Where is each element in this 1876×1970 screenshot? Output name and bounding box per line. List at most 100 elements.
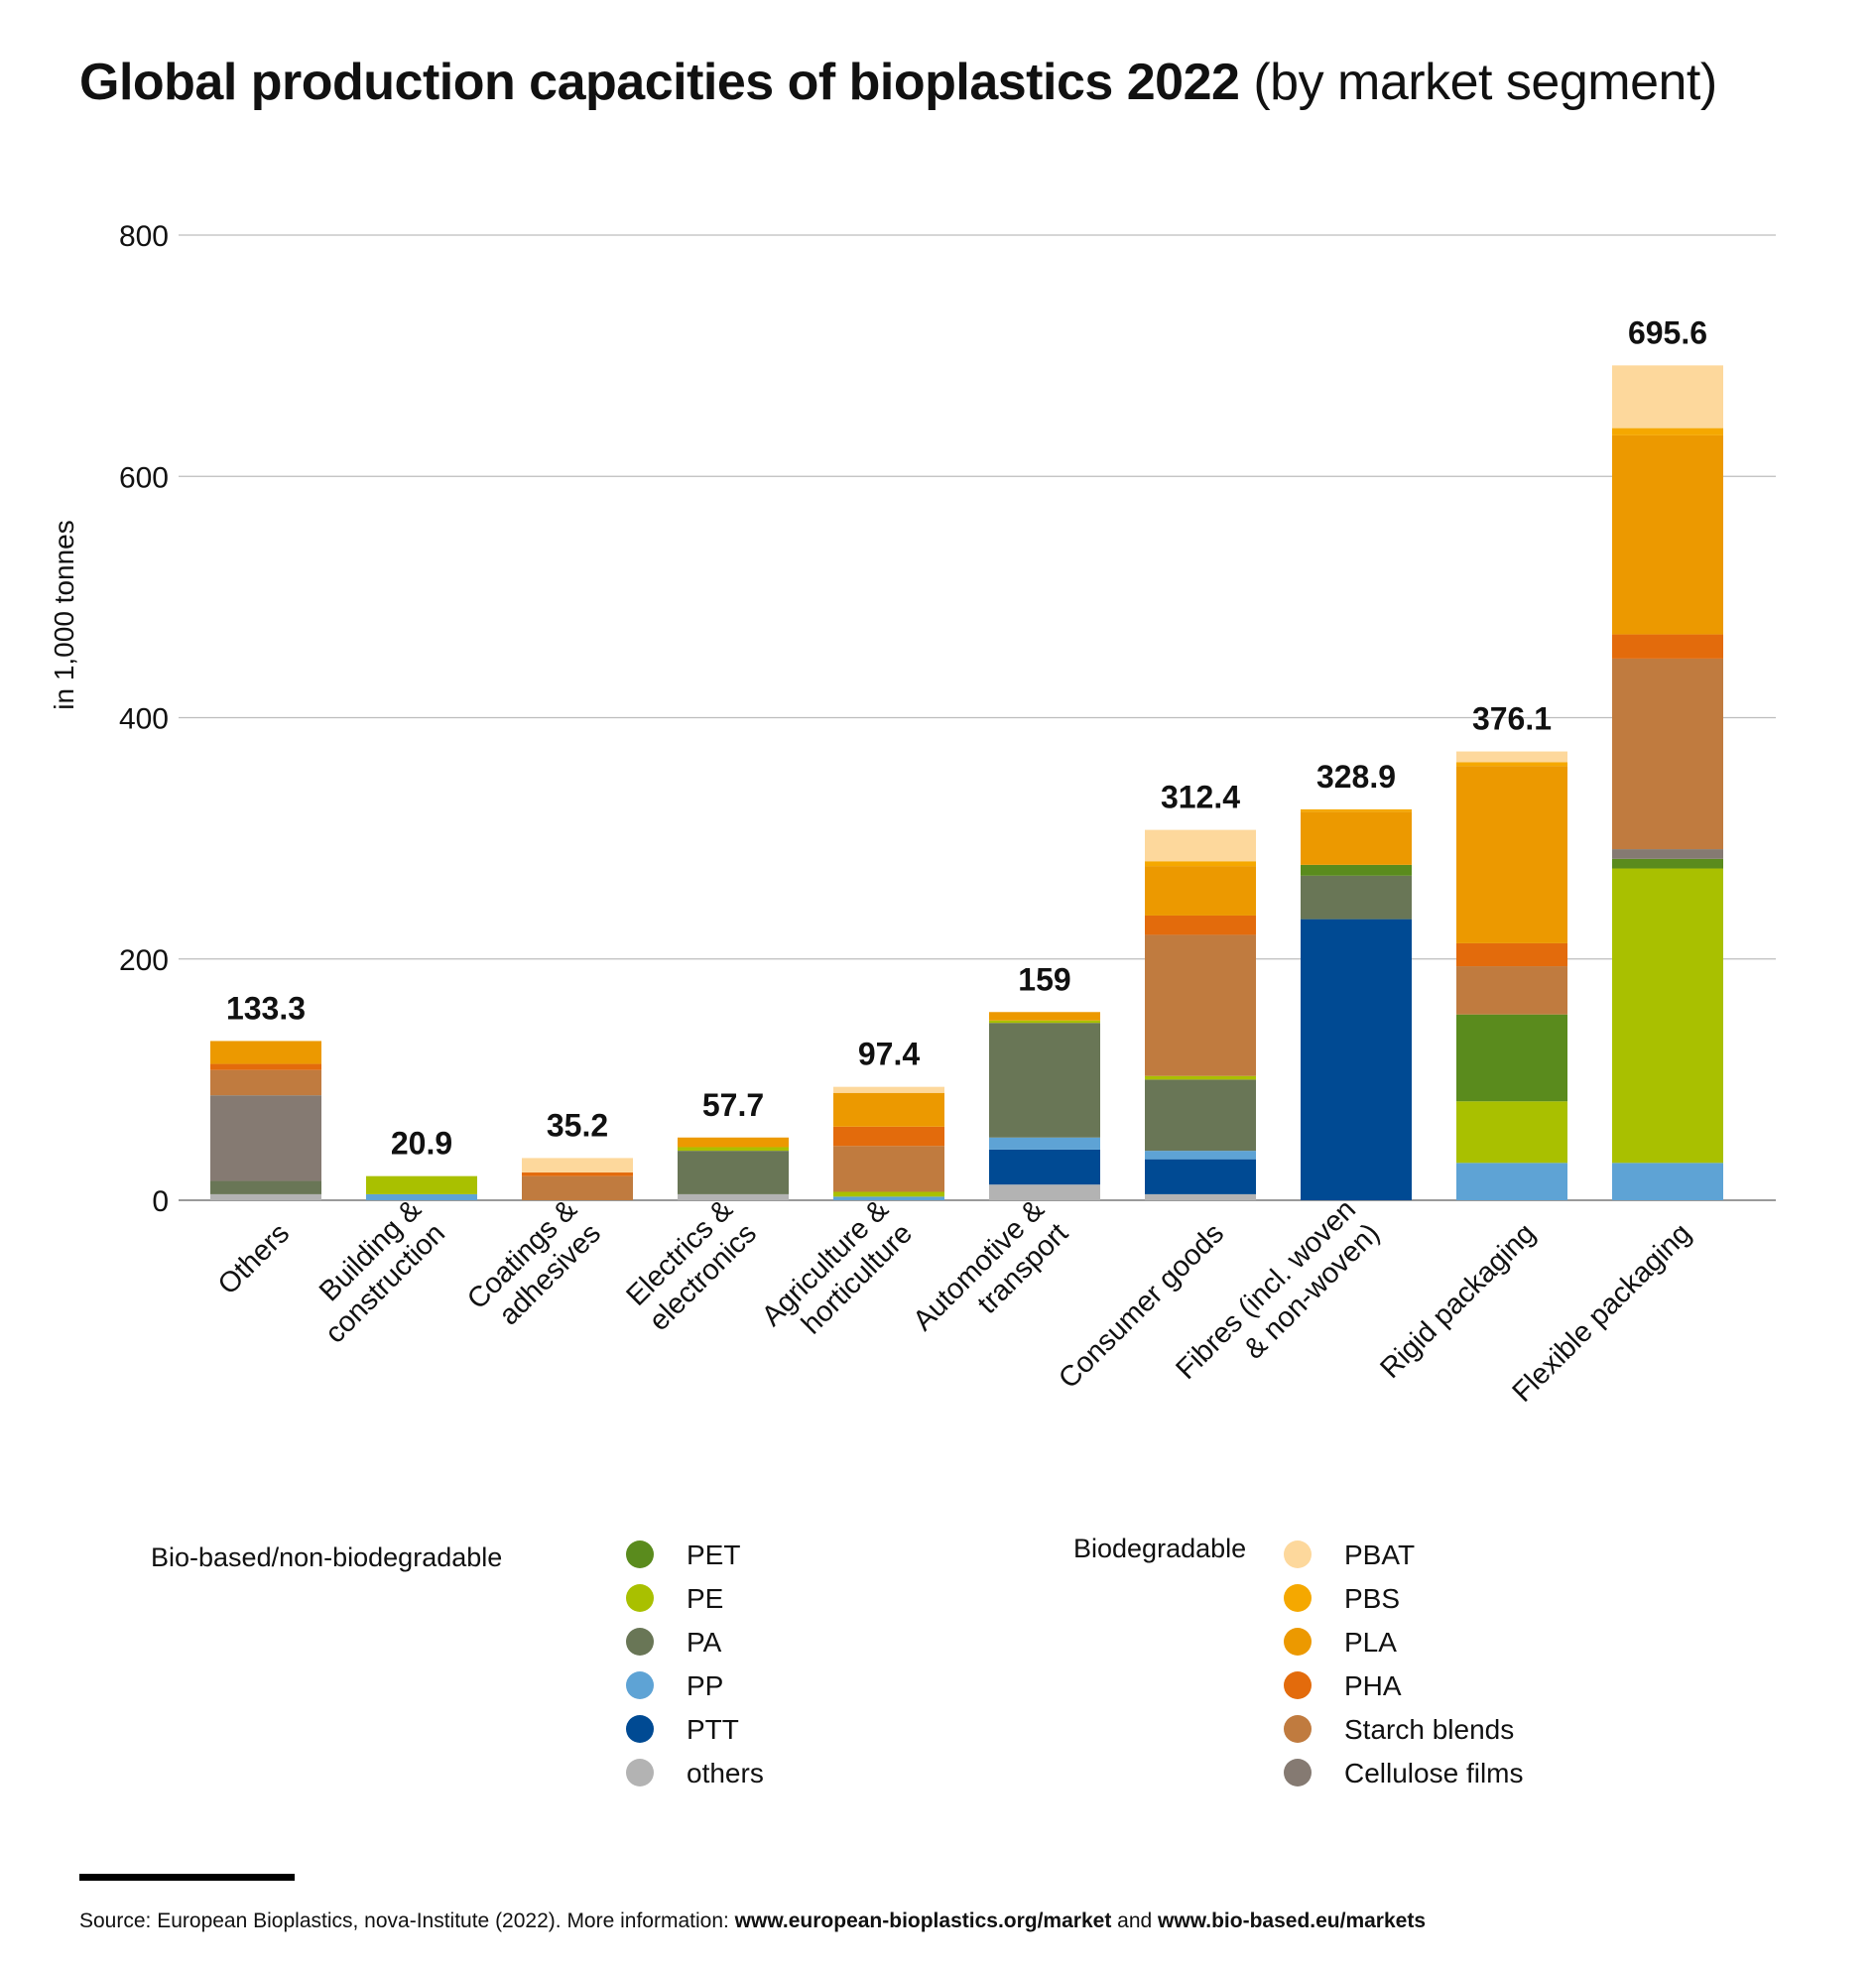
x-tick-label-line: Others bbox=[212, 1217, 296, 1300]
bar-segment-ptt bbox=[1301, 919, 1412, 1200]
bar-segment-pbs bbox=[1456, 762, 1567, 767]
bar-segment-starch-blends bbox=[833, 1146, 944, 1192]
bar-total-label: 35.2 bbox=[547, 1107, 608, 1143]
bar-segment-pha bbox=[1456, 942, 1567, 967]
legend-label-starch-blends: Starch blends bbox=[1344, 1714, 1514, 1745]
bar-segment-pa bbox=[210, 1180, 321, 1194]
x-tick-label: Building &construction bbox=[296, 1193, 451, 1349]
bar-segment-pha bbox=[833, 1126, 944, 1147]
y-tick-label: 400 bbox=[119, 703, 169, 736]
source-prefix: Source: European Bioplastics, nova-Insti… bbox=[79, 1909, 735, 1932]
legend-label-ptt: PTT bbox=[687, 1714, 739, 1745]
legend-label-pe: PE bbox=[687, 1583, 723, 1614]
bar-segment-ptt bbox=[1145, 1159, 1256, 1194]
bar-segment-pa bbox=[1301, 875, 1412, 920]
bar-segment-others bbox=[678, 1193, 789, 1200]
bar-segment-starch-blends bbox=[1145, 934, 1256, 1076]
bar-segment-others bbox=[210, 1193, 321, 1200]
bar-segment-pe bbox=[989, 1020, 1100, 1024]
x-tick-label: Agriculture &horticulture bbox=[756, 1193, 919, 1356]
x-tick-label-line: Rigid packaging bbox=[1374, 1217, 1542, 1385]
legend-label-others: others bbox=[687, 1758, 764, 1788]
legend-label-pha: PHA bbox=[1344, 1670, 1402, 1701]
bar-total-label: 159 bbox=[1018, 961, 1070, 997]
legend-group-label: Biodegradable bbox=[1073, 1534, 1246, 1563]
y-tick-label: 0 bbox=[152, 1185, 169, 1218]
bar-segment-cellulose-films bbox=[210, 1095, 321, 1181]
legend-swatch-pla bbox=[1284, 1628, 1312, 1656]
x-tick-label: Coatings &adhesives bbox=[461, 1193, 607, 1339]
bar-segment-pe bbox=[1456, 1101, 1567, 1164]
bar-total-label: 695.6 bbox=[1628, 314, 1707, 350]
y-tick-label: 600 bbox=[119, 461, 169, 494]
bar-segment-pp bbox=[1456, 1163, 1567, 1200]
bar-segment-pha bbox=[522, 1172, 633, 1176]
legend-swatch-pp bbox=[626, 1671, 654, 1699]
source-link-european-bioplastics[interactable]: www.european-bioplastics.org/market bbox=[734, 1909, 1112, 1932]
bar-segment-pbat bbox=[1456, 751, 1567, 763]
source-middle: and bbox=[1111, 1909, 1159, 1932]
bar-segment-pbat bbox=[522, 1158, 633, 1173]
source-note: Source: European Bioplastics, nova-Insti… bbox=[79, 1909, 1426, 1933]
legend-label-pet: PET bbox=[687, 1539, 740, 1570]
legend-swatch-cellulose-films bbox=[1284, 1759, 1312, 1786]
source-link-bio-based[interactable]: www.bio-based.eu/markets bbox=[1158, 1909, 1426, 1932]
bar-segment-pbs bbox=[1301, 808, 1412, 812]
legend-label-pla: PLA bbox=[1344, 1627, 1397, 1658]
bar-segment-pbat bbox=[1145, 829, 1256, 862]
bar-segment-pla bbox=[1145, 866, 1256, 916]
bar-segment-pe bbox=[833, 1191, 944, 1197]
x-tick-label: Automotive &transport bbox=[907, 1193, 1074, 1361]
y-axis-label: in 1,000 tonnes bbox=[49, 520, 79, 710]
x-tick-label: Rigid packaging bbox=[1374, 1217, 1542, 1385]
bar-segment-pet bbox=[1456, 1014, 1567, 1102]
bar-segment-pla bbox=[678, 1137, 789, 1148]
bar-total-label: 133.3 bbox=[226, 990, 306, 1026]
bar-segment-starch-blends bbox=[522, 1175, 633, 1200]
bar-segment-pa bbox=[678, 1151, 789, 1194]
bar-segment-pbat bbox=[1612, 365, 1723, 429]
bar-total-label: 20.9 bbox=[391, 1126, 452, 1162]
legend-swatch-pet bbox=[626, 1540, 654, 1568]
bar-segment-others bbox=[1145, 1193, 1256, 1200]
bar-total-label: 312.4 bbox=[1161, 780, 1240, 815]
bar-segment-pe bbox=[678, 1147, 789, 1152]
legend-label-pbat: PBAT bbox=[1344, 1539, 1415, 1570]
bar-segment-pla bbox=[1301, 811, 1412, 865]
legend-swatch-ptt bbox=[626, 1715, 654, 1743]
bar-segment-pla bbox=[989, 1012, 1100, 1021]
bar-segment-pbs bbox=[1145, 861, 1256, 867]
bar-segment-pp bbox=[989, 1137, 1100, 1150]
chart-title: Global production capacities of bioplast… bbox=[79, 48, 1717, 117]
bar-segment-pha bbox=[210, 1063, 321, 1070]
bar-segment-ptt bbox=[989, 1149, 1100, 1185]
y-tick-label: 800 bbox=[119, 220, 169, 253]
bar-segment-pla bbox=[210, 1041, 321, 1064]
bar-total-label: 97.4 bbox=[858, 1037, 920, 1072]
bar-segment-starch-blends bbox=[210, 1069, 321, 1096]
legend-swatch-starch-blends bbox=[1284, 1715, 1312, 1743]
legend-swatch-pa bbox=[626, 1628, 654, 1656]
bar-segment-pla bbox=[1612, 434, 1723, 635]
chart-title-main: Global production capacities of bioplast… bbox=[79, 54, 1240, 111]
x-tick-label: Others bbox=[212, 1217, 296, 1300]
bar-segment-pe bbox=[1612, 868, 1723, 1164]
bar-segment-others bbox=[989, 1184, 1100, 1200]
bar-segment-pet bbox=[1612, 858, 1723, 869]
legend-label-pbs: PBS bbox=[1344, 1583, 1400, 1614]
bar-total-label: 57.7 bbox=[702, 1087, 764, 1123]
legend-swatch-pe bbox=[626, 1584, 654, 1612]
x-tick-label: Electrics &electronics bbox=[619, 1193, 763, 1337]
legend-group-label: Bio-based/non-biodegradable bbox=[151, 1542, 502, 1572]
source-divider bbox=[79, 1874, 295, 1881]
legend-swatch-pbat bbox=[1284, 1540, 1312, 1568]
bar-segment-pbs bbox=[1612, 428, 1723, 435]
bar-segment-pp bbox=[366, 1193, 477, 1200]
legend-label-pp: PP bbox=[687, 1670, 723, 1701]
bar-segment-pe bbox=[366, 1175, 477, 1194]
bar-segment-pla bbox=[833, 1092, 944, 1127]
bar-segment-pp bbox=[1612, 1163, 1723, 1200]
legend-label-cellulose-films: Cellulose films bbox=[1344, 1758, 1524, 1788]
bar-segment-pa bbox=[1145, 1079, 1256, 1152]
bar-segment-pa bbox=[989, 1023, 1100, 1138]
